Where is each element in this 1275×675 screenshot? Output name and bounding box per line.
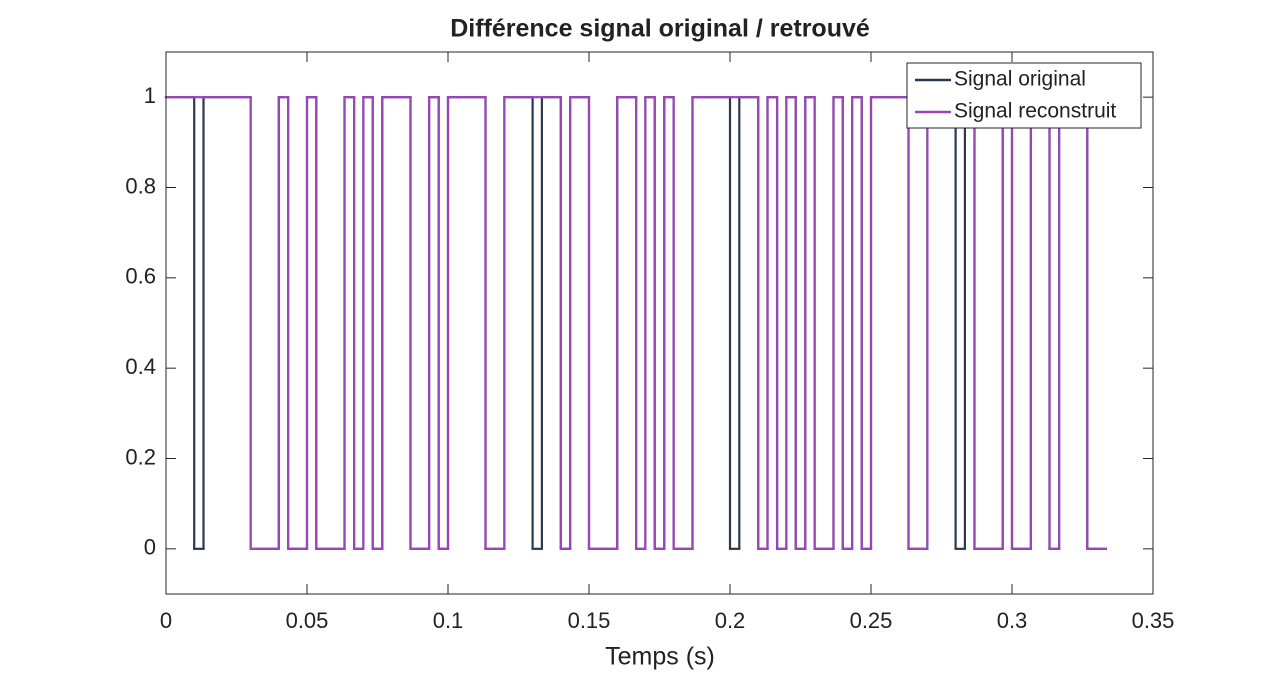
y-tick-label: 0.2 [125,444,156,469]
y-tick-label: 0.6 [125,264,156,289]
y-tick-label: 1 [144,83,156,108]
legend-label: Signal original [954,68,1086,91]
axes-box [165,51,1154,595]
x-tick-label: 0.15 [568,608,611,633]
legend-label: Signal reconstruit [954,100,1116,123]
x-tick-label: 0.1 [433,608,464,633]
x-tick-label: 0 [160,608,172,633]
y-tick-label: 0 [144,535,156,560]
y-tick-label: 0.4 [125,354,156,379]
x-tick-label: 0.2 [715,608,746,633]
x-tick-label: 0.3 [997,608,1028,633]
chart-title: Différence signal original / retrouvé [450,15,870,43]
legend: Signal original Signal reconstruit [906,62,1142,129]
x-axis-label: Temps (s) [605,643,715,671]
y-tick-label: 0.8 [125,173,156,198]
signal-1 [164,96,1108,550]
x-tick-label: 0.35 [1132,608,1175,633]
x-tick-label: 0.25 [850,608,893,633]
legend-box [906,62,1142,129]
x-tick-label: 0.05 [286,608,329,633]
